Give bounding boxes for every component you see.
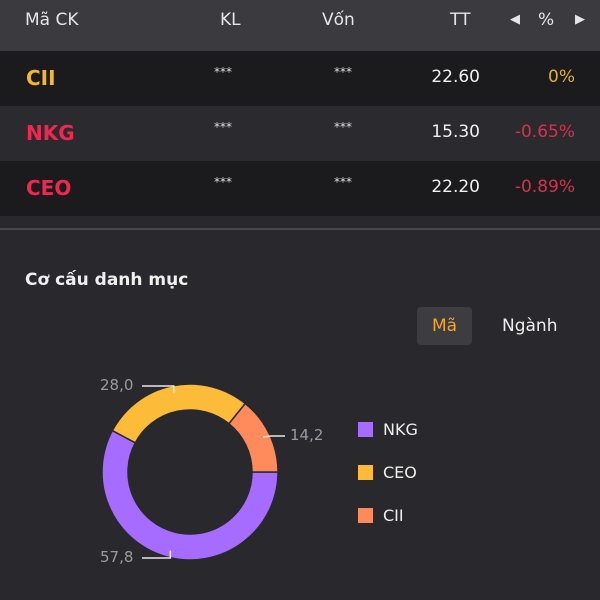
table-row[interactable]: NKG *** *** 15.30 -0.65% xyxy=(0,106,600,161)
section-title: Cơ cấu danh mục xyxy=(25,270,189,290)
data-label-nkg: 57,8 xyxy=(100,548,134,566)
legend-label: CII xyxy=(383,506,404,525)
header-symbol[interactable]: Mã CK xyxy=(25,10,79,30)
row-pct: 0% xyxy=(548,67,575,87)
divider xyxy=(0,228,600,230)
leader-line xyxy=(142,550,172,559)
row-symbol: NKG xyxy=(26,121,75,145)
leader-line xyxy=(262,435,285,438)
legend-item-cii: CII xyxy=(358,506,404,525)
row-von: *** xyxy=(334,120,352,134)
row-kl: *** xyxy=(214,175,232,189)
legend-swatch xyxy=(358,422,373,437)
legend-label: CEO xyxy=(383,463,417,482)
donut-slice-cii[interactable] xyxy=(227,402,279,473)
row-tt: 22.20 xyxy=(431,177,480,197)
header-tt[interactable]: TT xyxy=(450,10,471,30)
legend-swatch xyxy=(358,508,373,523)
row-von: *** xyxy=(334,65,352,79)
table-row[interactable]: CEO *** *** 22.20 -0.89% xyxy=(0,161,600,216)
row-tt: 22.60 xyxy=(431,67,480,87)
legend-item-nkg: NKG xyxy=(358,420,418,439)
legend-label: NKG xyxy=(383,420,418,439)
row-pct: -0.65% xyxy=(514,122,575,142)
table-header: Mã CK KL Vốn TT ◀ % ▶ xyxy=(0,0,600,51)
row-tt: 15.30 xyxy=(431,122,480,142)
row-symbol: CEO xyxy=(26,176,72,200)
header-kl[interactable]: KL xyxy=(220,10,241,30)
leader-line xyxy=(142,385,175,393)
row-kl: *** xyxy=(214,120,232,134)
header-pct[interactable]: % xyxy=(538,10,555,30)
donut-slice-nkg[interactable] xyxy=(101,429,279,561)
row-pct: -0.89% xyxy=(514,177,575,197)
row-von: *** xyxy=(334,175,352,189)
data-label-cii: 14,2 xyxy=(290,426,324,444)
tab-ma[interactable]: Mã xyxy=(417,307,473,345)
row-kl: *** xyxy=(214,65,232,79)
row-symbol: CII xyxy=(26,66,56,90)
data-label-ceo: 28,0 xyxy=(100,376,134,394)
table-row[interactable]: CII *** *** 22.60 0% xyxy=(0,51,600,106)
caret-left-icon[interactable]: ◀ xyxy=(510,12,520,27)
tab-nganh[interactable]: Ngành xyxy=(502,316,558,336)
legend-item-ceo: CEO xyxy=(358,463,417,482)
legend-swatch xyxy=(358,465,373,480)
caret-right-icon[interactable]: ▶ xyxy=(575,12,585,27)
header-von[interactable]: Vốn xyxy=(322,10,355,30)
